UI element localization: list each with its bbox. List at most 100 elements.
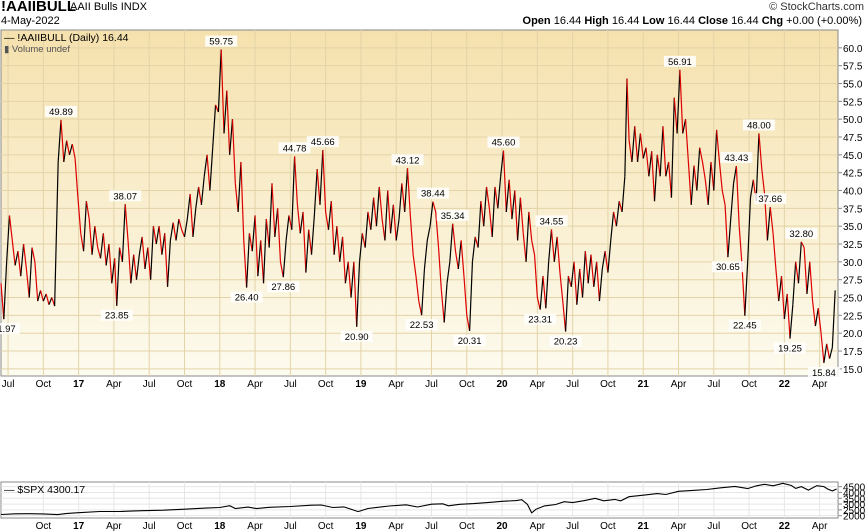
x-tick-label: Apr [388,379,404,390]
y-tick-label: 50.0 [843,115,863,126]
data-label-bg [720,152,753,164]
series-segment [322,150,327,212]
data-label-bg [807,366,840,378]
series-segment [268,183,273,248]
y-tick-label: 45.0 [843,151,863,162]
series-segment [127,240,132,284]
series-segment [562,301,567,332]
series-segment [593,261,598,287]
series-segment [57,119,62,163]
series-segment [116,247,121,306]
x-tick-label: Jul [707,521,720,532]
x-tick-label: Apr [671,379,687,390]
series-segment [231,119,236,184]
x-tick-label: Jul [566,521,579,532]
series-segment [584,251,589,284]
data-label: 56.91 [668,57,692,68]
data-label: 30.65 [716,262,740,273]
series-segment [85,201,90,220]
y-tick-label: 2000 [843,512,866,523]
series-segment [576,268,581,305]
series-segment [579,268,584,298]
y-tick-label: 20.0 [843,329,863,340]
series-segment [786,293,791,339]
series-segment [684,119,689,163]
data-label: 37.66 [758,194,782,205]
x-tick-label: Jul [425,379,438,390]
series-segment [426,226,431,241]
series-segment [494,186,499,209]
x-tick-label: Jul [425,521,438,532]
series-segment [415,276,420,302]
series-segment [212,104,217,148]
series-segment [758,133,763,170]
series-segment [172,222,177,241]
series-segment [590,254,595,287]
series-segment [45,293,50,305]
x-tick-label: 17 [73,379,85,390]
series-segment [665,161,670,177]
series-segment [305,229,310,273]
data-label: 20.90 [345,332,369,343]
x-tick-label: Oct [741,379,757,390]
series-segment [344,261,349,284]
series-segment [166,240,171,287]
series-segment [14,251,19,266]
series-segment [651,151,656,202]
series-segment [77,197,82,234]
series-segment [533,254,538,298]
y-tick-label: 3000 [843,500,866,511]
series-segment [367,211,372,230]
series-segment [17,251,22,277]
series-segment [209,147,214,191]
series-segment [6,215,11,262]
x-tick-label: Apr [530,521,546,532]
series-segment [257,240,262,277]
series-segment [457,240,462,270]
series-segment [80,233,85,252]
chart-date: 4-May-2022 [1,15,60,27]
series-segment [536,297,541,310]
series-segment [74,158,79,198]
data-label: 19.25 [778,344,802,355]
series-segment [330,201,335,255]
data-label-bg [742,119,775,131]
series-segment [775,268,780,302]
series-segment [443,283,448,323]
series-segment [243,240,248,288]
series-segment [358,233,363,262]
series-segment [341,236,346,284]
series-segment [727,219,732,258]
series-segment [186,194,191,220]
chart-panel-1: 15.0 17.5 20.0 22.5 25.0 27.5 30.0 32.5 35.0 37.5… [0,29,863,390]
data-label: 15.84 [812,368,836,379]
series-segment [690,165,695,205]
chart-description: AAII Bulls INDX [70,1,148,13]
y-tick-label: 32.5 [843,240,863,251]
series-segment [497,176,502,209]
y-tick-label: 52.5 [843,97,863,108]
series-segment [102,233,107,266]
x-tick-label: 20 [497,521,509,532]
series-segment [780,276,785,319]
series-segment [198,186,203,205]
series-segment [412,254,417,277]
data-label-bg [340,330,373,342]
data-label: 22.45 [733,321,757,332]
y-tick-label: 17.5 [843,347,863,358]
y-tick-label: 27.5 [843,276,863,287]
series-segment [91,226,96,255]
series-segment [398,183,403,220]
series-segment [607,240,612,273]
series-segment [152,226,157,245]
series-segment [138,236,143,255]
series-segment [20,243,25,277]
data-label-bg [205,35,238,47]
x-tick-label: 21 [638,379,650,390]
series-segment [710,161,715,191]
series-segment [114,258,118,306]
y-tick-label: 40.0 [843,187,863,198]
series-segment [133,254,138,280]
x-tick-label: 21 [638,521,650,532]
series-segment [181,229,186,238]
